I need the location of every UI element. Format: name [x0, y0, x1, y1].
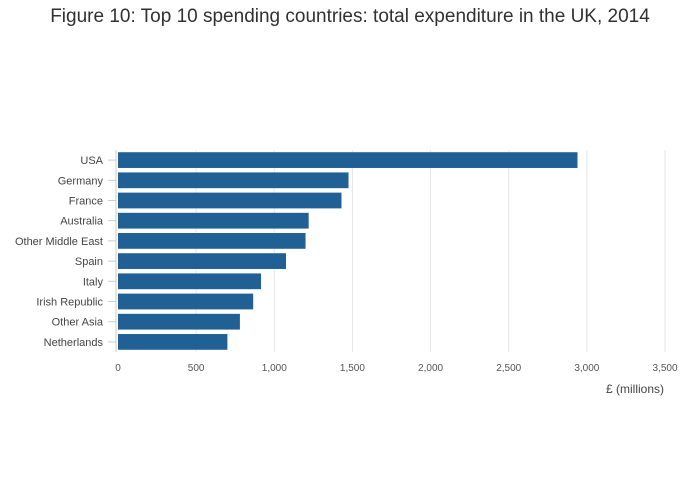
category-label: Australia	[60, 216, 104, 228]
axis-lines	[108, 150, 117, 352]
x-tick-label: 0	[115, 363, 121, 374]
bar-irish-republic[interactable]	[118, 293, 254, 310]
category-label: USA	[80, 155, 103, 167]
x-tick-label: 500	[188, 363, 205, 374]
x-tick-label: 1,500	[340, 363, 365, 374]
category-label: Germany	[58, 175, 104, 187]
x-tick-label: 3,500	[652, 363, 677, 374]
bar-netherlands[interactable]	[118, 334, 228, 350]
category-label: France	[69, 196, 103, 208]
category-labels: USA Germany France Australia Other Middle Ea…	[15, 155, 104, 349]
x-axis-title: £ (millions)	[606, 382, 664, 396]
bar-germany[interactable]	[118, 172, 349, 189]
bar-italy[interactable]	[118, 273, 262, 290]
category-label: Other Asia	[52, 317, 104, 329]
category-label: Spain	[75, 256, 103, 268]
bar-usa[interactable]	[118, 152, 578, 168]
category-label: Other Middle East	[15, 236, 103, 248]
bar-spain[interactable]	[118, 253, 287, 269]
bars	[118, 152, 578, 350]
chart-title: Figure 10: Top 10 spending countries: to…	[50, 6, 650, 27]
bar-australia[interactable]	[118, 212, 309, 229]
x-tick-labels: 0 500 1,000 1,500 2,000 2,500 3,000 3,500	[115, 363, 678, 374]
bar-other-asia[interactable]	[118, 313, 240, 330]
bar-other-middle-east[interactable]	[118, 233, 306, 249]
x-tick-label: 2,500	[496, 363, 521, 374]
category-label: Italy	[83, 276, 104, 288]
x-tick-label: 1,000	[262, 363, 287, 374]
bar-france[interactable]	[118, 192, 342, 209]
x-tick-label: 2,000	[418, 363, 443, 374]
category-label: Irish Republic	[36, 297, 103, 309]
x-tick-label: 3,000	[574, 363, 599, 374]
category-label: Netherlands	[44, 337, 104, 349]
